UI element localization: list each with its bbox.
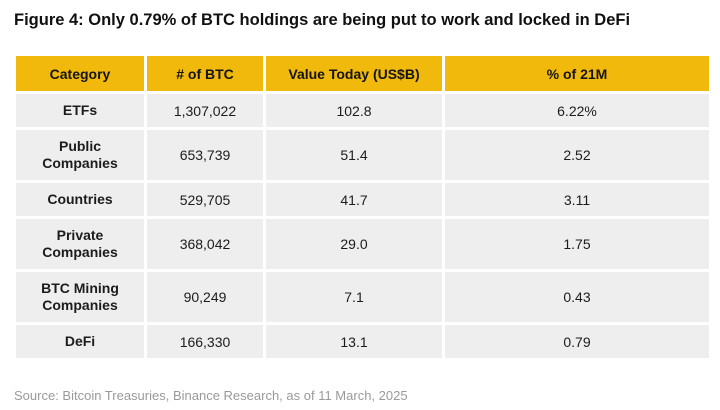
percent-cell: 1.75	[445, 219, 709, 269]
category-line: Public	[58, 138, 101, 154]
percent-cell: 6.22%	[445, 94, 709, 127]
category-line: Companies	[42, 297, 118, 313]
source-note: Source: Bitcoin Treasuries, Binance Rese…	[14, 388, 408, 403]
figure-title: Figure 4: Only 0.79% of BTC holdings are…	[14, 11, 631, 29]
category-line: ETFs	[62, 102, 98, 118]
category-line: Countries	[47, 191, 113, 207]
percent-cell: 2.52	[445, 130, 709, 180]
value-cell: 102.8	[266, 94, 442, 127]
category-cell: BTC Mining Companies	[16, 272, 144, 322]
category-line: Companies	[42, 155, 118, 171]
category-line: Private	[56, 227, 104, 243]
percent-cell: 0.43	[445, 272, 709, 322]
btc-cell: 90,249	[147, 272, 263, 322]
category-line: DeFi	[64, 333, 96, 349]
btc-cell: 368,042	[147, 219, 263, 269]
btc-cell: 529,705	[147, 183, 263, 216]
category-cell: Private Companies	[16, 219, 144, 269]
table-row: BTC Mining Companies 90,249 7.1 0.43	[16, 272, 709, 322]
table-row: ETFs 1,307,022 102.8 6.22%	[16, 94, 709, 127]
column-header-value: Value Today (US$B)	[266, 56, 442, 91]
table-row: Countries 529,705 41.7 3.11	[16, 183, 709, 216]
column-header-percent: % of 21M	[445, 56, 709, 91]
btc-cell: 1,307,022	[147, 94, 263, 127]
column-header-btc: # of BTC	[147, 56, 263, 91]
value-cell: 41.7	[266, 183, 442, 216]
percent-cell: 3.11	[445, 183, 709, 216]
category-cell: DeFi	[16, 325, 144, 358]
value-cell: 51.4	[266, 130, 442, 180]
value-cell: 7.1	[266, 272, 442, 322]
value-cell: 29.0	[266, 219, 442, 269]
category-cell: ETFs	[16, 94, 144, 127]
table-row: Private Companies 368,042 29.0 1.75	[16, 219, 709, 269]
category-line: Companies	[42, 244, 118, 260]
header-row: Category # of BTC Value Today (US$B) % o…	[16, 56, 709, 91]
percent-cell: 0.79	[445, 325, 709, 358]
btc-cell: 166,330	[147, 325, 263, 358]
btc-cell: 653,739	[147, 130, 263, 180]
table-row: DeFi 166,330 13.1 0.79	[16, 325, 709, 358]
value-cell: 13.1	[266, 325, 442, 358]
category-cell: Countries	[16, 183, 144, 216]
btc-holdings-table: Category # of BTC Value Today (US$B) % o…	[13, 53, 712, 361]
column-header-category: Category	[16, 56, 144, 91]
category-cell: Public Companies	[16, 130, 144, 180]
category-line: BTC Mining	[41, 280, 119, 296]
table-row: Public Companies 653,739 51.4 2.52	[16, 130, 709, 180]
